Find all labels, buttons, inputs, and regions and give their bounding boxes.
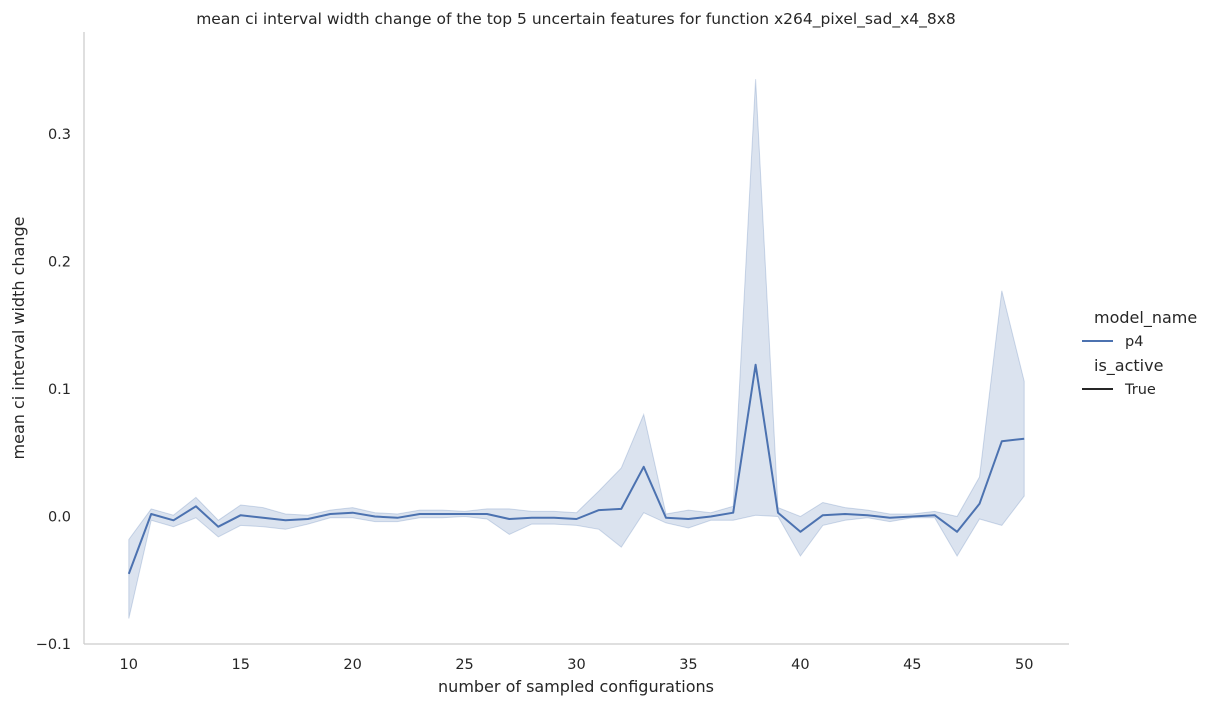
plot-area xyxy=(126,79,1027,619)
data-point xyxy=(910,514,915,519)
data-point xyxy=(171,518,176,523)
chart-title: mean ci interval width change of the top… xyxy=(196,10,956,29)
y-tick-label: 0.1 xyxy=(48,382,71,398)
legend-title-model-name: model_name xyxy=(1094,308,1197,328)
data-point xyxy=(641,464,646,469)
data-point xyxy=(328,511,333,516)
data-point xyxy=(484,511,489,516)
y-axis-label: mean ci interval width change xyxy=(9,217,28,460)
x-tick-label: 15 xyxy=(231,657,249,673)
legend-title-is-active: is_active xyxy=(1094,356,1163,376)
data-point xyxy=(126,571,131,576)
data-point xyxy=(350,510,355,515)
x-tick-label: 50 xyxy=(1015,657,1033,673)
data-point xyxy=(552,515,557,520)
x-tick-label: 20 xyxy=(343,657,361,673)
data-point xyxy=(1022,436,1027,441)
data-point xyxy=(977,501,982,506)
data-point xyxy=(149,511,154,516)
x-tick-label: 25 xyxy=(455,657,473,673)
data-point xyxy=(731,510,736,515)
y-tick-label: 0.2 xyxy=(48,255,71,271)
x-tick-label: 30 xyxy=(567,657,585,673)
data-point xyxy=(417,511,422,516)
x-tick-label: 45 xyxy=(903,657,921,673)
data-point xyxy=(708,514,713,519)
data-point xyxy=(798,529,803,534)
data-point xyxy=(865,513,870,518)
confidence-band xyxy=(128,79,1025,619)
y-tick-label: 0.3 xyxy=(48,127,71,143)
data-point xyxy=(395,515,400,520)
data-point xyxy=(843,511,848,516)
data-point xyxy=(686,517,691,522)
x-axis-label: number of sampled configurations xyxy=(438,677,714,696)
series-line-p4 xyxy=(127,363,1025,575)
x-tick-label: 10 xyxy=(120,657,138,673)
data-point xyxy=(619,506,624,511)
data-point xyxy=(775,510,780,515)
data-point xyxy=(664,515,669,520)
legend-label-true: True xyxy=(1124,382,1156,398)
data-point xyxy=(440,511,445,516)
x-tick-label: 40 xyxy=(791,657,809,673)
x-tick-label: 35 xyxy=(679,657,697,673)
data-point xyxy=(193,504,198,509)
data-point xyxy=(238,513,243,518)
data-point xyxy=(999,439,1004,444)
data-point xyxy=(574,517,579,522)
data-point xyxy=(932,513,937,518)
data-point xyxy=(261,515,266,520)
data-point xyxy=(305,517,310,522)
data-point xyxy=(373,514,378,519)
data-point xyxy=(887,515,892,520)
data-point xyxy=(529,515,534,520)
data-point xyxy=(216,524,221,529)
data-point xyxy=(955,529,960,534)
y-tick-label: 0.0 xyxy=(48,510,71,526)
data-point xyxy=(753,362,758,367)
data-point xyxy=(507,517,512,522)
data-point xyxy=(462,511,467,516)
legend: model_name p4 is_active True xyxy=(1082,308,1197,398)
data-point xyxy=(596,508,601,513)
data-point xyxy=(283,518,288,523)
data-point xyxy=(820,513,825,518)
y-tick-label: −0.1 xyxy=(36,637,71,653)
legend-label-p4: p4 xyxy=(1125,334,1143,350)
